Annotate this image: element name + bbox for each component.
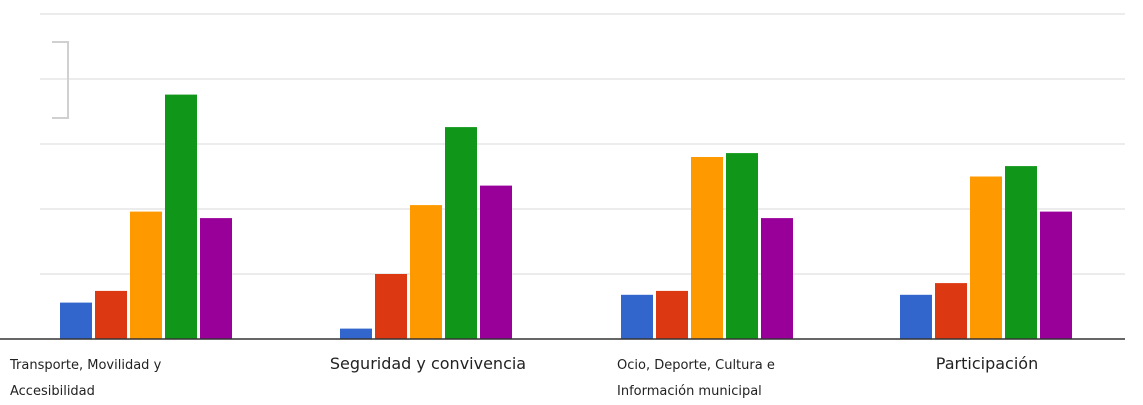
bar xyxy=(375,274,407,339)
bar xyxy=(691,157,723,339)
category-labels: Transporte, Movilidad y Accesibilidad Segu… xyxy=(9,354,1038,399)
category-label: Transporte, Movilidad y Accesibilidad xyxy=(9,358,162,399)
bar xyxy=(900,294,932,339)
bar xyxy=(935,283,967,339)
category-label-line: Información municipal xyxy=(617,384,762,399)
category-label: Participación xyxy=(936,354,1038,373)
category-label-line: Accesibilidad xyxy=(10,384,95,399)
gridlines xyxy=(40,13,1125,275)
category-label-line: Ocio, Deporte, Cultura e xyxy=(617,358,775,373)
category-label-line: Seguridad y convivencia xyxy=(330,354,526,373)
category-label: Seguridad y convivencia xyxy=(330,354,526,373)
category-label-line: Participación xyxy=(936,354,1038,373)
bar xyxy=(200,218,232,339)
bar xyxy=(1040,211,1072,339)
bar xyxy=(340,328,372,339)
category-label: Ocio, Deporte, Cultura e Información muni… xyxy=(617,358,775,399)
bar xyxy=(656,290,688,339)
bar xyxy=(621,294,653,339)
bar xyxy=(726,153,758,339)
bar xyxy=(165,94,197,339)
bar xyxy=(1005,166,1037,339)
legend-bracket xyxy=(52,41,69,119)
bar xyxy=(761,218,793,339)
bar xyxy=(480,185,512,339)
bars xyxy=(60,94,1072,339)
bar xyxy=(445,127,477,339)
bar xyxy=(970,176,1002,339)
category-label-line: Transporte, Movilidad y xyxy=(9,358,162,373)
bar xyxy=(60,302,92,339)
bar xyxy=(410,205,442,339)
bar xyxy=(130,211,162,339)
bar xyxy=(95,290,127,339)
